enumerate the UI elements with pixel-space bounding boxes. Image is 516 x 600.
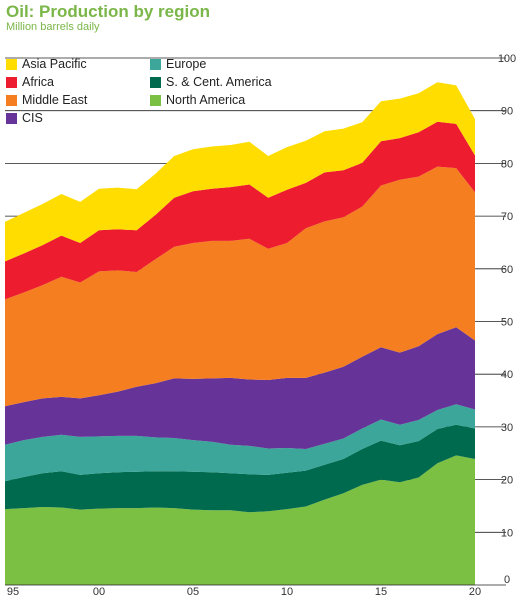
- area-asia-pacific: [5, 82, 475, 262]
- area-north-america: [5, 455, 475, 585]
- x-tick-label: 15: [375, 586, 387, 598]
- legend-swatch: [6, 58, 17, 70]
- y-tick-label: 100: [498, 53, 516, 65]
- legend-item-europe: Europe: [150, 57, 206, 71]
- y-tick-label: 80: [501, 158, 513, 170]
- legend-item-asia-pacific: Asia Pacific: [6, 57, 87, 71]
- x-tick-label: 20: [469, 586, 481, 598]
- x-tick-label: 00: [93, 586, 105, 598]
- area-middle-east: [5, 166, 475, 407]
- y-tick-label: 90: [501, 106, 513, 118]
- legend-item-s-cent-america: S. & Cent. America: [150, 75, 272, 89]
- area-cis: [5, 327, 475, 449]
- chart-title: Oil: Production by region: [6, 2, 210, 21]
- legend-item-africa: Africa: [6, 75, 54, 89]
- x-tick-label: 10: [281, 586, 293, 598]
- legend-swatch: [6, 112, 17, 124]
- legend-swatch: [6, 76, 17, 88]
- legend-swatch: [6, 94, 17, 106]
- legend-label: North America: [166, 93, 246, 107]
- area-series: [5, 82, 506, 586]
- y-tick-label: 20: [501, 475, 513, 487]
- legend-label: Asia Pacific: [22, 57, 87, 71]
- y-tick-label: 70: [501, 211, 513, 223]
- legend-swatch: [150, 58, 161, 70]
- legend-item-north-america: North America: [150, 93, 245, 107]
- x-tick-label: 95: [7, 586, 19, 598]
- legend-label: Africa: [22, 75, 54, 89]
- area-europe: [5, 404, 475, 482]
- legend-label: S. & Cent. America: [166, 75, 272, 89]
- legend-label: Europe: [166, 57, 207, 71]
- legend-item-middle-east: Middle East: [6, 93, 87, 107]
- legend-label: CIS: [22, 111, 43, 125]
- y-tick-label: 0: [504, 574, 510, 586]
- x-tick-labels: 95 00 05 10 15 20: [7, 586, 481, 598]
- y-tick-labels: 0 10 20 30 40 50 60 70 80 90 100: [498, 53, 516, 586]
- y-tick-label: 30: [501, 422, 513, 434]
- legend-swatch: [150, 94, 161, 106]
- chart-subtitle: Million barrels daily: [6, 21, 100, 33]
- area-africa: [5, 121, 475, 300]
- x-tick-label: 05: [187, 586, 199, 598]
- legend-item-cis: CIS: [6, 111, 43, 125]
- legend-label: Middle East: [22, 93, 88, 107]
- y-tick-label: 50: [501, 317, 513, 329]
- y-tick-label: 60: [501, 264, 513, 276]
- legend-swatch: [150, 76, 161, 88]
- y-tick-label: 10: [501, 527, 513, 539]
- y-tick-label: 40: [501, 369, 513, 381]
- area-s-cent-america: [5, 424, 475, 513]
